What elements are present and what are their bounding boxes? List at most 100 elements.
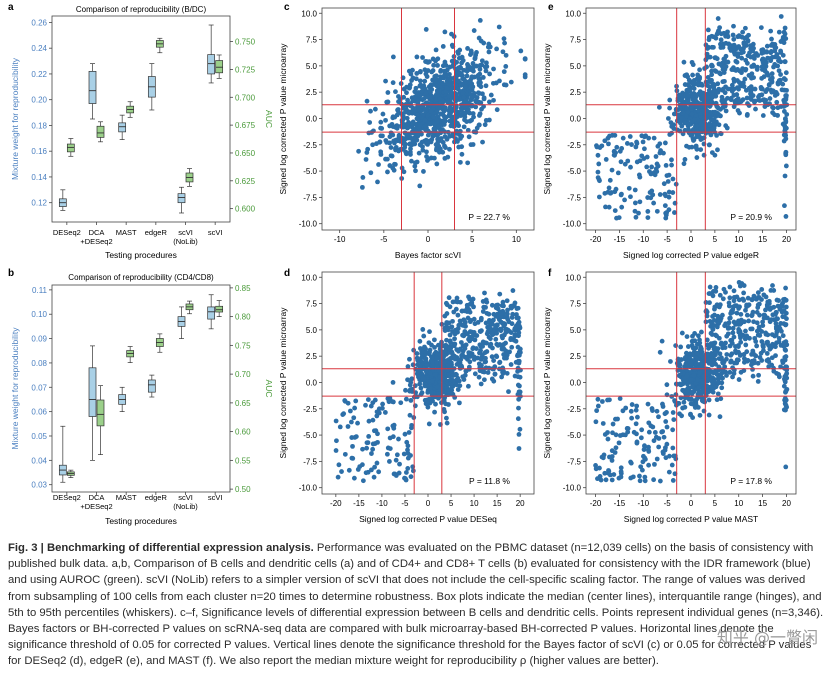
y-tick-label: 7.5 <box>570 36 582 45</box>
data-point <box>502 40 507 46</box>
data-point <box>433 401 438 407</box>
data-point <box>444 311 450 316</box>
data-point <box>468 52 473 57</box>
data-point <box>719 380 725 386</box>
data-point <box>698 353 704 359</box>
data-point <box>365 397 371 402</box>
data-point <box>751 293 757 299</box>
data-point <box>628 194 633 200</box>
data-point <box>412 383 418 389</box>
data-point <box>600 421 606 426</box>
data-point <box>707 122 713 128</box>
x-tick-label: edgeR <box>145 493 168 502</box>
data-point <box>345 400 351 406</box>
data-point <box>384 451 390 457</box>
data-point <box>760 344 766 350</box>
data-point <box>481 377 487 383</box>
data-point <box>737 99 743 105</box>
data-point <box>703 319 709 325</box>
data-point <box>751 53 757 59</box>
y-axis-label: Signed log corrected P value microarray <box>278 307 288 459</box>
data-point <box>402 109 408 115</box>
data-point <box>603 477 609 483</box>
data-point <box>639 467 645 473</box>
data-point <box>664 441 670 447</box>
y-tick-label: 0.03 <box>31 481 47 490</box>
data-point <box>681 388 687 394</box>
data-point <box>783 214 789 219</box>
data-point <box>449 86 455 91</box>
data-point <box>452 341 458 347</box>
data-point <box>617 396 623 401</box>
data-point <box>694 397 699 402</box>
data-point <box>723 40 729 46</box>
data-point <box>422 117 428 123</box>
data-point <box>461 94 467 100</box>
y-tick-label: 0.06 <box>31 408 47 417</box>
data-point <box>783 119 789 125</box>
data-point <box>727 369 733 375</box>
data-point <box>776 339 782 345</box>
data-point <box>734 360 740 366</box>
data-point <box>371 428 377 434</box>
data-point <box>499 333 505 339</box>
data-point <box>493 325 498 330</box>
data-point <box>645 209 651 214</box>
x-tick-label: -5 <box>401 499 409 508</box>
data-point <box>438 111 444 117</box>
data-point <box>766 364 772 369</box>
data-point <box>504 355 509 361</box>
data-point <box>410 121 416 127</box>
data-point <box>726 325 732 331</box>
data-point <box>607 177 613 183</box>
data-point <box>782 77 788 83</box>
data-point <box>353 398 359 404</box>
data-point <box>404 439 410 445</box>
data-point <box>435 63 440 68</box>
data-point <box>618 465 624 471</box>
data-point <box>431 155 437 161</box>
data-point <box>483 304 488 310</box>
data-point <box>488 92 494 98</box>
caption-body: Performance was evaluated on the PBMC da… <box>8 542 824 668</box>
data-point <box>713 384 719 390</box>
data-point <box>715 89 721 95</box>
data-point <box>690 383 695 389</box>
data-point <box>497 291 503 297</box>
data-point <box>478 381 484 387</box>
data-point <box>778 39 784 44</box>
data-point <box>427 88 433 94</box>
data-point <box>401 86 407 92</box>
data-point <box>684 334 690 340</box>
data-point <box>731 334 737 340</box>
data-point <box>644 164 650 170</box>
data-point <box>447 105 453 110</box>
data-point <box>378 152 384 157</box>
data-point <box>738 332 743 338</box>
data-point <box>516 319 522 325</box>
data-point <box>516 352 522 358</box>
data-point <box>752 98 758 104</box>
data-point <box>447 339 453 345</box>
data-point <box>483 117 489 123</box>
y2-tick-label: 0.650 <box>235 149 256 158</box>
data-point <box>509 315 515 320</box>
data-point <box>414 71 420 76</box>
data-point <box>435 136 441 142</box>
x-tick-label: 5 <box>470 235 475 244</box>
data-point <box>757 98 763 103</box>
data-point <box>657 478 663 484</box>
data-point <box>352 405 358 411</box>
data-point <box>444 420 450 426</box>
y-axis-label: Signed log corrected P value microarray <box>278 43 288 195</box>
data-point <box>466 350 472 355</box>
data-point <box>729 88 735 94</box>
data-point <box>618 469 624 474</box>
data-point <box>443 300 449 306</box>
data-point <box>755 379 761 384</box>
data-point <box>757 312 762 318</box>
data-point <box>732 303 738 309</box>
x-tick-label: -15 <box>353 499 365 508</box>
data-point <box>692 331 698 336</box>
data-point <box>364 98 370 104</box>
